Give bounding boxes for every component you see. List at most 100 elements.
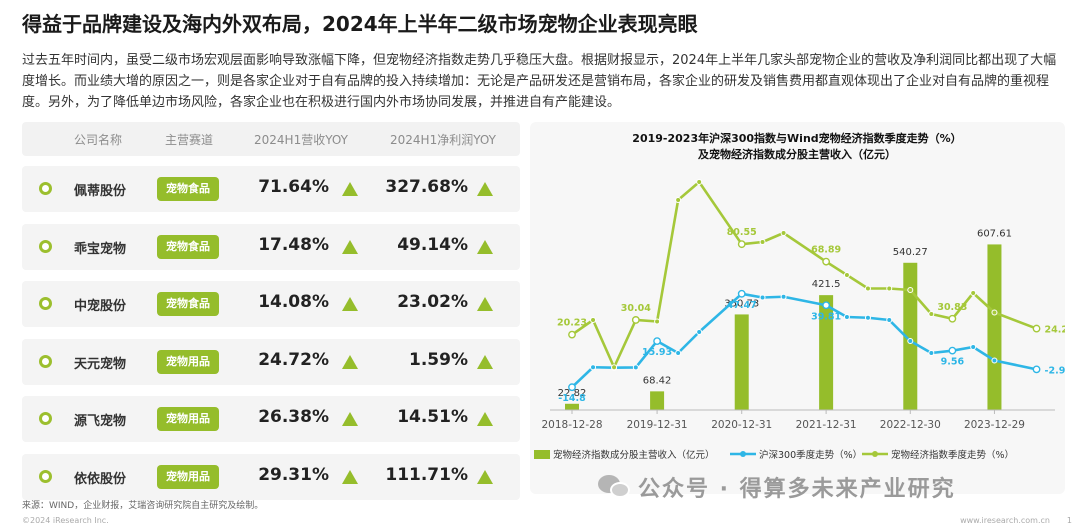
x-tick-label: 2018-12-28 — [541, 419, 602, 431]
hs300-point — [864, 314, 871, 321]
line-point-label: -14.8 — [558, 393, 586, 404]
profit-yoy: 327.68% — [385, 177, 468, 197]
profit-yoy: 1.59% — [409, 349, 468, 370]
revenue-yoy: 29.31% — [258, 464, 329, 485]
hs300-point — [696, 329, 703, 335]
pet-index-point — [759, 239, 766, 245]
labeled-point-marker — [568, 383, 576, 392]
company-name: 源飞宠物 — [74, 414, 127, 429]
line-point-label: 68.89 — [811, 245, 841, 256]
x-tick-label: 2022-12-30 — [880, 419, 941, 431]
legend-label: 沪深300季度走势（%） — [759, 449, 862, 461]
table-row: 乖宝宠物 宠物食品 17.48% 49.14% — [22, 223, 520, 270]
profit-yoy: 49.14% — [397, 234, 468, 255]
profit-yoy: 111.71% — [385, 464, 468, 485]
hs300-point — [675, 350, 682, 356]
up-triangle-icon — [477, 239, 493, 254]
table-row: 源飞宠物 宠物用品 26.38% 14.51% — [22, 396, 520, 442]
bar-label: 421.5 — [812, 279, 841, 290]
labeled-point-marker — [1032, 365, 1041, 374]
up-triangle-icon — [342, 354, 358, 369]
company-name: 中宠股份 — [74, 299, 127, 314]
legend-line-marker — [872, 451, 878, 457]
watermark-text: 公众号 · 得算多未来产业研究 — [638, 477, 956, 502]
hs300-point — [590, 364, 597, 371]
revenue-yoy: 24.72% — [258, 349, 329, 370]
pet-index-point — [654, 318, 661, 325]
revenue-bar — [819, 295, 834, 410]
header-track: 主营赛道 — [165, 133, 214, 147]
hs300-point — [780, 293, 787, 300]
bullet-ring-icon — [39, 469, 52, 483]
hs300-point — [970, 344, 977, 350]
wechat-icon — [598, 473, 632, 501]
table-row: 中宠股份 宠物食品 14.08% 23.02% — [22, 281, 520, 327]
bullet-ring-icon — [39, 239, 52, 253]
revenue-yoy: 17.48% — [258, 234, 329, 255]
labeled-point-marker — [568, 330, 576, 339]
x-tick-label: 2021-12-31 — [796, 419, 857, 431]
line-point-label: -2.9 — [1045, 365, 1065, 376]
hs300-point — [632, 364, 639, 371]
bar-label: 68.42 — [643, 375, 672, 386]
up-triangle-icon — [477, 412, 493, 426]
revenue-bar — [650, 391, 665, 410]
bullet-ring-icon — [39, 297, 52, 310]
x-tick-label: 2020-12-31 — [711, 419, 772, 431]
bar-label: 540.27 — [893, 247, 928, 258]
table-row: 依依股份 宠物用品 29.31% 111.71% — [22, 453, 520, 500]
pet-index-point — [780, 230, 787, 236]
header-company: 公司名称 — [74, 133, 123, 147]
hs300-point — [907, 338, 914, 344]
page-number: 1 — [1066, 516, 1072, 525]
footer-website: www.iresearch.com.cn — [960, 516, 1050, 525]
line-point-label: 30.04 — [621, 303, 651, 314]
footer-copyright: ©2024 iResearch Inc. — [22, 516, 109, 525]
source-note: 来源：WIND，企业财报，艾瑞咨询研究院自主研究及绘制。 — [22, 501, 264, 511]
watermark: 公众号 · 得算多未来产业研究 — [598, 470, 956, 504]
track-badge: 宠物用品 — [157, 464, 219, 489]
line-point-label: 39.81 — [811, 311, 841, 322]
track-badge: 宠物用品 — [157, 407, 219, 431]
line-point-label: 47.47 — [727, 300, 757, 311]
revenue-yoy: 14.08% — [258, 292, 329, 312]
hs300-point — [759, 294, 766, 301]
up-triangle-icon — [342, 412, 358, 426]
company-name: 天元宠物 — [74, 356, 127, 372]
bar-label: 22.82 — [558, 388, 587, 399]
pet-index-point — [928, 311, 935, 317]
line-point-label: 80.55 — [727, 227, 757, 238]
hs300-point — [886, 317, 893, 323]
up-triangle-icon — [342, 182, 358, 196]
hs300-point — [928, 350, 935, 356]
up-triangle-icon — [477, 297, 493, 311]
labeled-point-marker — [1032, 324, 1041, 333]
table-row: 天元宠物 宠物用品 24.72% 1.59% — [22, 338, 520, 385]
up-triangle-icon — [477, 469, 493, 484]
pet-index-point — [590, 317, 597, 323]
line-point-label: 9.56 — [941, 357, 965, 368]
legend-line-marker — [740, 451, 746, 457]
line-point-label: 30.83 — [937, 302, 967, 313]
labeled-point-marker — [948, 314, 957, 323]
legend-label: 宠物经济指数成分股主营收入（亿元） — [553, 449, 715, 461]
revenue-bar — [734, 314, 749, 410]
x-tick-label: 2023-12-29 — [964, 419, 1025, 431]
hs300-point — [843, 314, 850, 320]
pet-index-point — [886, 285, 893, 292]
pet-index-point — [864, 285, 871, 292]
labeled-point-marker — [822, 301, 831, 310]
track-badge: 宠物用品 — [157, 349, 219, 374]
chart-subtitle: 及宠物经济指数成分股主营收入（亿元） — [698, 147, 896, 161]
legend-bar-swatch — [534, 450, 550, 459]
pet-index-point — [991, 309, 998, 316]
line-point-label: 20.23 — [557, 318, 587, 329]
page-title: 得益于品牌建设及海内外双布局，2024年上半年二级市场宠物企业表现亮眼 — [22, 12, 698, 36]
labeled-point-marker — [822, 257, 831, 266]
pet-index-point — [970, 290, 977, 296]
legend-label: 宠物经济指数季度走势（%） — [891, 449, 1014, 461]
bar-label: 350.73 — [724, 298, 759, 309]
revenue-bar — [565, 403, 579, 410]
revenue-bar — [987, 244, 1002, 410]
intro-paragraph: 过去五年时间内，虽受二级市场宏观层面影响导致涨幅下降，但宠物经济指数走势几乎稳压… — [22, 53, 1057, 110]
